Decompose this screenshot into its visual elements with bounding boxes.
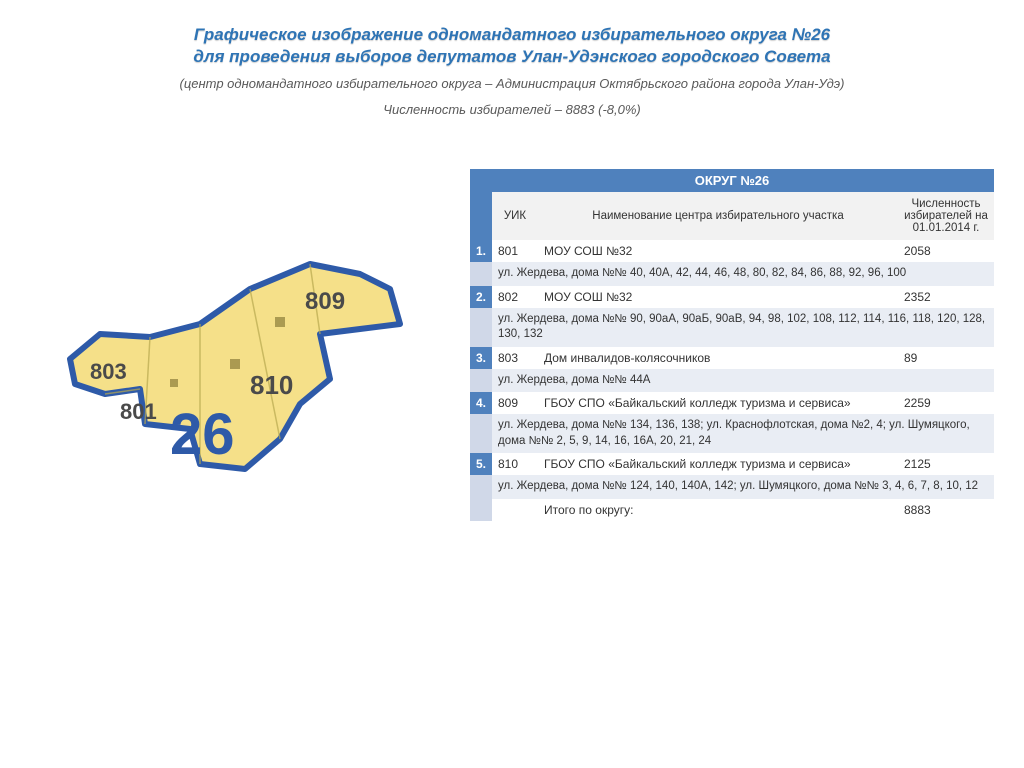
total-value: 8883 bbox=[898, 499, 994, 521]
table-addr-row: ул. Жердева, дома №№ 90, 90аА, 90аБ, 90а… bbox=[470, 308, 994, 347]
map-svg: 26 803 801 809 810 bbox=[50, 229, 430, 489]
row-addr: ул. Жердева, дома №№ 44А bbox=[492, 369, 994, 393]
row-num: 2. bbox=[470, 286, 492, 308]
row-uik: 810 bbox=[492, 453, 538, 475]
hdr-blank bbox=[470, 192, 492, 240]
district-map: 26 803 801 809 810 bbox=[30, 169, 450, 521]
row-num-empty bbox=[470, 414, 492, 453]
row-addr: ул. Жердева, дома №№ 134, 136, 138; ул. … bbox=[492, 414, 994, 453]
row-num: 5. bbox=[470, 453, 492, 475]
row-name: ГБОУ СПО «Байкальский колледж туризма и … bbox=[538, 453, 898, 475]
row-name: МОУ СОШ №32 bbox=[538, 286, 898, 308]
row-num-empty bbox=[470, 308, 492, 347]
table-row: 4. 809 ГБОУ СПО «Байкальский колледж тур… bbox=[470, 392, 994, 414]
uik-table: ОКРУГ №26 УИК Наименование центра избира… bbox=[470, 169, 994, 521]
total-blank bbox=[492, 499, 538, 521]
row-name: ГБОУ СПО «Байкальский колледж туризма и … bbox=[538, 392, 898, 414]
row-num-empty bbox=[470, 262, 492, 286]
subtitle-line-1: (центр одномандатного избирательного окр… bbox=[40, 74, 984, 94]
row-count: 2259 bbox=[898, 392, 994, 414]
row-num-empty bbox=[470, 369, 492, 393]
hdr-name: Наименование центра избирательного участ… bbox=[538, 192, 898, 240]
table-addr-row: ул. Жердева, дома №№ 44А bbox=[470, 369, 994, 393]
table-addr-row: ул. Жердева, дома №№ 40, 40А, 42, 44, 46… bbox=[470, 262, 994, 286]
content-area: 26 803 801 809 810 ОКРУГ №26 УИК Наимено… bbox=[0, 129, 1024, 521]
table-total-row: Итого по округу: 8883 bbox=[470, 499, 994, 521]
district-number: 26 bbox=[170, 402, 235, 467]
map-label-809: 809 bbox=[305, 288, 345, 315]
map-label-810: 810 bbox=[250, 370, 293, 400]
row-num-empty bbox=[470, 499, 492, 521]
title-line-1: Графическое изображение одномандатного и… bbox=[40, 24, 984, 46]
row-addr: ул. Жердева, дома №№ 90, 90аА, 90аБ, 90а… bbox=[492, 308, 994, 347]
hdr-count: Численность избирателей на 01.01.2014 г. bbox=[898, 192, 994, 240]
row-addr: ул. Жердева, дома №№ 124, 140, 140А, 142… bbox=[492, 475, 994, 499]
row-num-empty bbox=[470, 475, 492, 499]
table-header-row: УИК Наименование центра избирательного у… bbox=[470, 192, 994, 240]
row-count: 2058 bbox=[898, 240, 994, 262]
row-count: 2125 bbox=[898, 453, 994, 475]
row-name: МОУ СОШ №32 bbox=[538, 240, 898, 262]
row-num: 3. bbox=[470, 347, 492, 369]
table-row: 5. 810 ГБОУ СПО «Байкальский колледж тур… bbox=[470, 453, 994, 475]
row-uik: 809 bbox=[492, 392, 538, 414]
table-title: ОКРУГ №26 bbox=[470, 169, 994, 192]
row-uik: 803 bbox=[492, 347, 538, 369]
row-name: Дом инвалидов-колясочников bbox=[538, 347, 898, 369]
hdr-uik: УИК bbox=[492, 192, 538, 240]
table-title-row: ОКРУГ №26 bbox=[470, 169, 994, 192]
row-count: 2352 bbox=[898, 286, 994, 308]
row-uik: 802 bbox=[492, 286, 538, 308]
table-row: 3. 803 Дом инвалидов-колясочников 89 bbox=[470, 347, 994, 369]
map-label-803: 803 bbox=[90, 359, 127, 384]
row-addr: ул. Жердева, дома №№ 40, 40А, 42, 44, 46… bbox=[492, 262, 994, 286]
row-count: 89 bbox=[898, 347, 994, 369]
title-line-2: для проведения выборов депутатов Улан-Уд… bbox=[40, 46, 984, 68]
total-label: Итого по округу: bbox=[538, 499, 898, 521]
row-uik: 801 bbox=[492, 240, 538, 262]
table-row: 1. 801 МОУ СОШ №32 2058 bbox=[470, 240, 994, 262]
subtitle-line-2: Численность избирателей – 8883 (-8,0%) bbox=[40, 100, 984, 120]
district-table: ОКРУГ №26 УИК Наименование центра избира… bbox=[470, 169, 994, 521]
table-addr-row: ул. Жердева, дома №№ 124, 140, 140А, 142… bbox=[470, 475, 994, 499]
table-addr-row: ул. Жердева, дома №№ 134, 136, 138; ул. … bbox=[470, 414, 994, 453]
map-label-801: 801 bbox=[120, 399, 157, 424]
row-num: 4. bbox=[470, 392, 492, 414]
page-header: Графическое изображение одномандатного и… bbox=[0, 0, 1024, 129]
table-row: 2. 802 МОУ СОШ №32 2352 bbox=[470, 286, 994, 308]
row-num: 1. bbox=[470, 240, 492, 262]
